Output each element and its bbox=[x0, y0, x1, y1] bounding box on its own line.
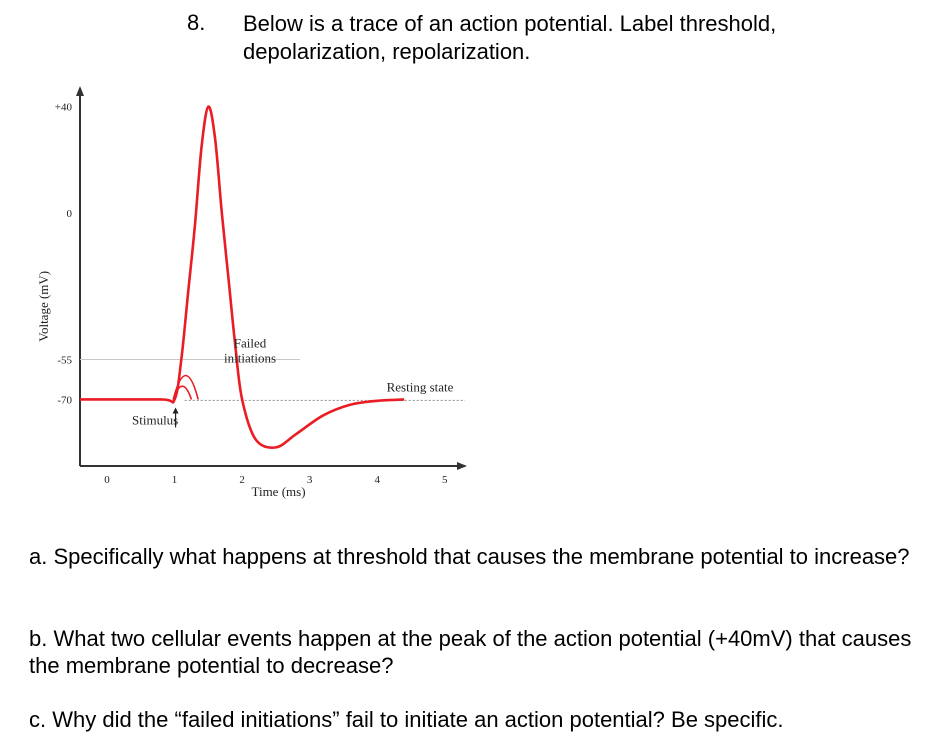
chart-traces bbox=[80, 105, 405, 449]
x-tick-label: 2 bbox=[239, 474, 245, 486]
action-potential-trace bbox=[80, 105, 405, 449]
x-axis-title: Time (ms) bbox=[251, 484, 305, 499]
y-tick-label: -55 bbox=[57, 355, 72, 367]
stimulus-arrow-head bbox=[172, 407, 179, 414]
subquestion-a: a. Specifically what happens at threshol… bbox=[29, 544, 910, 569]
subquestion-c: c. Why did the “failed initiations” fail… bbox=[29, 707, 784, 732]
resting-state-label: Resting state bbox=[387, 379, 454, 394]
question-text: Below is a trace of an action potential.… bbox=[243, 10, 903, 66]
failed-initiation-curve bbox=[172, 374, 199, 400]
x-tick-label: 3 bbox=[307, 474, 313, 486]
x-tick-label: 5 bbox=[442, 474, 448, 486]
question-line-2: depolarization, repolarization. bbox=[243, 39, 531, 64]
question-line-1: Below is a trace of an action potential.… bbox=[243, 11, 777, 36]
failed-initiation-curve bbox=[172, 385, 193, 400]
subquestion-b: b. What two cellular events happen at th… bbox=[29, 626, 912, 678]
x-tick-label: 1 bbox=[172, 474, 178, 486]
stimulus-label: Stimulus bbox=[132, 412, 178, 427]
chart-labels: +40 0 -55 -70 0 1 2 3 4 5 Time (ms) Voltage (mV) Fai… bbox=[36, 102, 454, 499]
chart-axes bbox=[76, 86, 467, 470]
y-tick-label: -70 bbox=[57, 394, 72, 406]
x-axis-arrow bbox=[457, 462, 467, 470]
y-tick-label: 0 bbox=[67, 208, 73, 220]
y-axis-title: Voltage (mV) bbox=[36, 271, 51, 342]
x-tick-label: 4 bbox=[374, 474, 380, 486]
y-axis-arrow bbox=[76, 86, 84, 96]
chart-guides bbox=[80, 359, 465, 402]
y-tick-label: +40 bbox=[55, 102, 73, 114]
failed-label-line2: initiations bbox=[224, 351, 276, 366]
x-tick-label: 0 bbox=[104, 474, 110, 486]
failed-label-line1: Failed bbox=[234, 336, 267, 351]
question-number: 8. bbox=[187, 10, 206, 35]
action-potential-chart: +40 0 -55 -70 0 1 2 3 4 5 Time (ms) Voltage (mV) Fai… bbox=[36, 86, 467, 499]
